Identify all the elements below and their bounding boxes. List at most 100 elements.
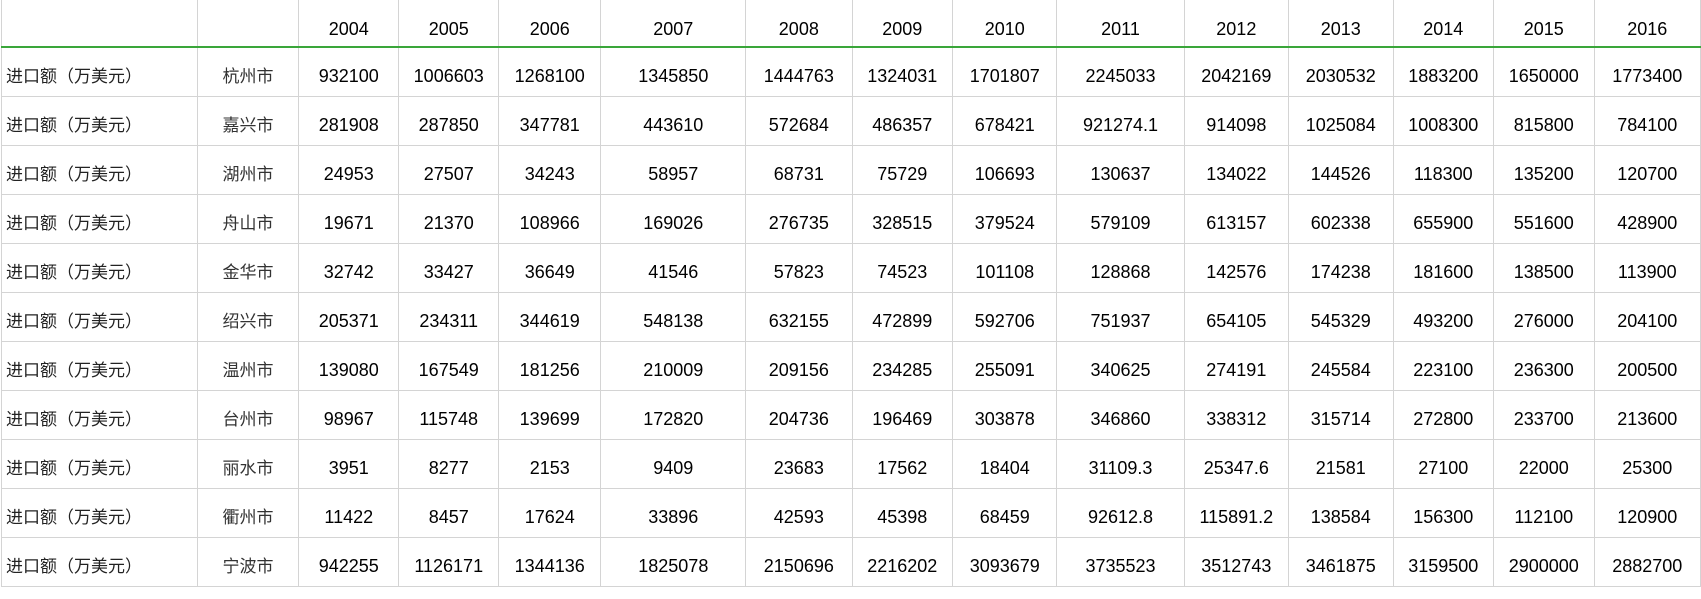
cell-value[interactable]: 68731 xyxy=(745,145,853,195)
cell-value[interactable]: 74523 xyxy=(852,243,954,293)
cell-value[interactable]: 678421 xyxy=(952,96,1058,146)
cell-indicator[interactable]: 进口额（万美元） xyxy=(1,194,198,244)
cell-value[interactable]: 2150696 xyxy=(745,537,853,587)
cell-value[interactable]: 17624 xyxy=(498,488,602,538)
cell-value[interactable]: 338312 xyxy=(1184,390,1290,440)
cell-value[interactable]: 134022 xyxy=(1184,145,1290,195)
cell-value[interactable]: 2153 xyxy=(498,439,602,489)
header-cell-year[interactable]: 2006 xyxy=(498,0,602,48)
header-cell-year[interactable]: 2011 xyxy=(1056,0,1185,48)
cell-value[interactable]: 120700 xyxy=(1594,145,1701,195)
cell-value[interactable]: 287850 xyxy=(398,96,499,146)
cell-indicator[interactable]: 进口额（万美元） xyxy=(1,292,198,342)
cell-value[interactable]: 139080 xyxy=(298,341,400,391)
cell-indicator[interactable]: 进口额（万美元） xyxy=(1,537,198,587)
cell-value[interactable]: 255091 xyxy=(952,341,1058,391)
cell-value[interactable]: 344619 xyxy=(498,292,602,342)
cell-value[interactable]: 1701807 xyxy=(952,47,1058,97)
cell-value[interactable]: 3461875 xyxy=(1288,537,1394,587)
cell-indicator[interactable]: 进口额（万美元） xyxy=(1,96,198,146)
cell-value[interactable]: 204100 xyxy=(1594,292,1701,342)
cell-value[interactable]: 209156 xyxy=(745,341,853,391)
cell-value[interactable]: 75729 xyxy=(852,145,954,195)
cell-value[interactable]: 2030532 xyxy=(1288,47,1394,97)
cell-value[interactable]: 210009 xyxy=(600,341,747,391)
cell-value[interactable]: 486357 xyxy=(852,96,954,146)
cell-value[interactable]: 138584 xyxy=(1288,488,1394,538)
header-cell-year[interactable]: 2010 xyxy=(952,0,1058,48)
cell-value[interactable]: 174238 xyxy=(1288,243,1394,293)
cell-value[interactable]: 2245033 xyxy=(1056,47,1185,97)
header-cell-year[interactable]: 2014 xyxy=(1393,0,1495,48)
cell-value[interactable]: 139699 xyxy=(498,390,602,440)
cell-value[interactable]: 36649 xyxy=(498,243,602,293)
cell-value[interactable]: 142576 xyxy=(1184,243,1290,293)
cell-value[interactable]: 120900 xyxy=(1594,488,1701,538)
cell-value[interactable]: 1650000 xyxy=(1493,47,1595,97)
cell-value[interactable]: 234311 xyxy=(398,292,499,342)
cell-value[interactable]: 45398 xyxy=(852,488,954,538)
cell-value[interactable]: 274191 xyxy=(1184,341,1290,391)
cell-city[interactable]: 绍兴市 xyxy=(197,292,300,342)
cell-value[interactable]: 236300 xyxy=(1493,341,1595,391)
cell-city[interactable]: 湖州市 xyxy=(197,145,300,195)
cell-value[interactable]: 92612.8 xyxy=(1056,488,1185,538)
cell-value[interactable]: 25347.6 xyxy=(1184,439,1290,489)
cell-value[interactable]: 156300 xyxy=(1393,488,1495,538)
cell-city[interactable]: 衢州市 xyxy=(197,488,300,538)
header-cell-year[interactable]: 2005 xyxy=(398,0,499,48)
cell-city[interactable]: 台州市 xyxy=(197,390,300,440)
cell-value[interactable]: 233700 xyxy=(1493,390,1595,440)
cell-value[interactable]: 234285 xyxy=(852,341,954,391)
cell-value[interactable]: 33896 xyxy=(600,488,747,538)
cell-value[interactable]: 2042169 xyxy=(1184,47,1290,97)
cell-city[interactable]: 金华市 xyxy=(197,243,300,293)
cell-value[interactable]: 815800 xyxy=(1493,96,1595,146)
cell-value[interactable]: 113900 xyxy=(1594,243,1701,293)
cell-value[interactable]: 144526 xyxy=(1288,145,1394,195)
header-cell-year[interactable]: 2016 xyxy=(1594,0,1701,48)
cell-indicator[interactable]: 进口额（万美元） xyxy=(1,341,198,391)
cell-value[interactable]: 34243 xyxy=(498,145,602,195)
cell-value[interactable]: 118300 xyxy=(1393,145,1495,195)
cell-value[interactable]: 2216202 xyxy=(852,537,954,587)
cell-value[interactable]: 27507 xyxy=(398,145,499,195)
header-cell-year[interactable]: 2012 xyxy=(1184,0,1290,48)
cell-value[interactable]: 8277 xyxy=(398,439,499,489)
cell-value[interactable]: 654105 xyxy=(1184,292,1290,342)
cell-value[interactable]: 428900 xyxy=(1594,194,1701,244)
cell-value[interactable]: 68459 xyxy=(952,488,1058,538)
header-cell-label[interactable] xyxy=(1,0,198,48)
cell-value[interactable]: 3951 xyxy=(298,439,400,489)
cell-value[interactable]: 379524 xyxy=(952,194,1058,244)
cell-value[interactable]: 1324031 xyxy=(852,47,954,97)
cell-value[interactable]: 1268100 xyxy=(498,47,602,97)
cell-value[interactable]: 784100 xyxy=(1594,96,1701,146)
cell-value[interactable]: 181600 xyxy=(1393,243,1495,293)
cell-value[interactable]: 632155 xyxy=(745,292,853,342)
cell-value[interactable]: 602338 xyxy=(1288,194,1394,244)
cell-value[interactable]: 19671 xyxy=(298,194,400,244)
cell-value[interactable]: 592706 xyxy=(952,292,1058,342)
cell-value[interactable]: 115748 xyxy=(398,390,499,440)
cell-value[interactable]: 33427 xyxy=(398,243,499,293)
cell-value[interactable]: 57823 xyxy=(745,243,853,293)
cell-value[interactable]: 21581 xyxy=(1288,439,1394,489)
cell-value[interactable]: 3093679 xyxy=(952,537,1058,587)
cell-value[interactable]: 169026 xyxy=(600,194,747,244)
cell-city[interactable]: 温州市 xyxy=(197,341,300,391)
cell-value[interactable]: 281908 xyxy=(298,96,400,146)
cell-value[interactable]: 1444763 xyxy=(745,47,853,97)
cell-indicator[interactable]: 进口额（万美元） xyxy=(1,243,198,293)
cell-value[interactable]: 2900000 xyxy=(1493,537,1595,587)
cell-value[interactable]: 200500 xyxy=(1594,341,1701,391)
cell-indicator[interactable]: 进口额（万美元） xyxy=(1,145,198,195)
cell-value[interactable]: 135200 xyxy=(1493,145,1595,195)
cell-value[interactable]: 276000 xyxy=(1493,292,1595,342)
cell-value[interactable]: 315714 xyxy=(1288,390,1394,440)
cell-value[interactable]: 551600 xyxy=(1493,194,1595,244)
cell-value[interactable]: 579109 xyxy=(1056,194,1185,244)
cell-value[interactable]: 443610 xyxy=(600,96,747,146)
header-cell-year[interactable]: 2015 xyxy=(1493,0,1595,48)
cell-value[interactable]: 115891.2 xyxy=(1184,488,1290,538)
